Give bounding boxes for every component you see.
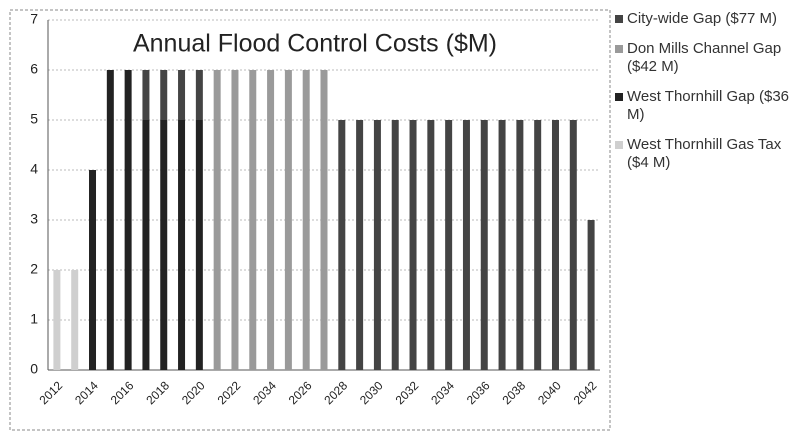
x-tick-label: 2030 bbox=[357, 378, 386, 407]
legend-item: West Thornhill Gas Tax ($4 M) bbox=[615, 136, 790, 172]
legend: City-wide Gap ($77 M) Don Mills Channel G… bbox=[615, 10, 790, 184]
bar-segment bbox=[409, 120, 417, 370]
bar-segment bbox=[391, 120, 399, 370]
x-tick-label: 2040 bbox=[535, 378, 564, 407]
bar-segment bbox=[71, 270, 79, 370]
y-tick-label: 5 bbox=[30, 111, 38, 127]
legend-label: Don Mills Channel Gap ($42 M) bbox=[627, 40, 782, 75]
bar-segment bbox=[480, 120, 488, 370]
x-tick-label: 2018 bbox=[143, 378, 172, 407]
bar-segment bbox=[231, 70, 239, 370]
bar-segment bbox=[142, 70, 150, 120]
x-tick-label: 2022 bbox=[215, 378, 244, 407]
bar-segment bbox=[213, 70, 221, 370]
x-tick-label: 2034 bbox=[428, 378, 457, 407]
legend-swatch bbox=[615, 141, 623, 149]
legend-label: City-wide Gap ($77 M) bbox=[627, 10, 778, 27]
legend-item: City-wide Gap ($77 M) bbox=[615, 10, 790, 28]
bar-segment bbox=[160, 70, 168, 120]
legend-swatch bbox=[615, 15, 623, 23]
x-tick-label: 2036 bbox=[464, 378, 493, 407]
bar-segment bbox=[267, 70, 275, 370]
x-tick-label: 2026 bbox=[286, 378, 315, 407]
y-tick-label: 1 bbox=[30, 311, 38, 327]
chart-title: Annual Flood Control Costs ($M) bbox=[133, 30, 497, 58]
bar-segment bbox=[142, 120, 150, 370]
y-tick-label: 4 bbox=[30, 161, 38, 177]
bar-segment bbox=[516, 120, 524, 370]
legend-swatch bbox=[615, 45, 623, 53]
x-tick-label: 2038 bbox=[499, 378, 528, 407]
x-tick-label: 2032 bbox=[393, 378, 422, 407]
bar-segment bbox=[106, 70, 114, 370]
bar-segment bbox=[587, 220, 595, 370]
bar-segment bbox=[178, 120, 186, 370]
y-tick-label: 3 bbox=[30, 211, 38, 227]
bar-segment bbox=[302, 70, 310, 370]
bar-segment bbox=[445, 120, 453, 370]
bar-segment bbox=[249, 70, 257, 370]
bar-segment bbox=[178, 70, 186, 120]
x-tick-label: 2016 bbox=[108, 378, 137, 407]
legend-swatch bbox=[615, 93, 623, 101]
bar-segment bbox=[534, 120, 542, 370]
bar-segment bbox=[53, 270, 61, 370]
bar-segment bbox=[160, 120, 168, 370]
bar-segment bbox=[338, 120, 346, 370]
x-tick-label: 2028 bbox=[321, 378, 350, 407]
y-tick-label: 6 bbox=[30, 61, 38, 77]
x-tick-label: 2012 bbox=[36, 378, 65, 407]
bar-segment bbox=[427, 120, 435, 370]
bar-segment bbox=[124, 70, 132, 370]
bar-segment bbox=[462, 120, 470, 370]
x-tick-label: 2042 bbox=[571, 378, 600, 407]
bar-segment bbox=[320, 70, 328, 370]
legend-item: Don Mills Channel Gap ($42 M) bbox=[615, 40, 790, 76]
bar-segment bbox=[356, 120, 364, 370]
y-tick-label: 0 bbox=[30, 361, 38, 377]
y-tick-label: 2 bbox=[30, 261, 38, 277]
chart-border bbox=[9, 9, 611, 431]
legend-item: West Thornhill Gap ($36 M) bbox=[615, 88, 790, 124]
bar-segment bbox=[195, 120, 203, 370]
legend-label: West Thornhill Gas Tax ($4 M) bbox=[627, 136, 782, 171]
x-tick-label: 2014 bbox=[72, 378, 101, 407]
bar-segment bbox=[373, 120, 381, 370]
bar-segment bbox=[569, 120, 577, 370]
bar-segment bbox=[195, 70, 203, 120]
bar-segment bbox=[284, 70, 292, 370]
bar-segment bbox=[551, 120, 559, 370]
bar-segment bbox=[89, 170, 97, 370]
legend-label: West Thornhill Gap ($36 M) bbox=[627, 88, 790, 123]
x-tick-label: 2034 bbox=[250, 378, 279, 407]
x-tick-label: 2020 bbox=[179, 378, 208, 407]
bar-segment bbox=[498, 120, 506, 370]
y-tick-label: 7 bbox=[30, 11, 38, 27]
